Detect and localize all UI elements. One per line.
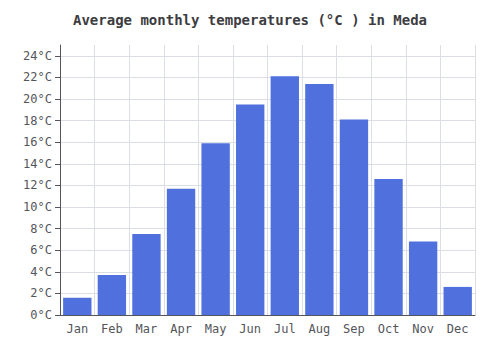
svg-text:Jan: Jan — [66, 322, 88, 336]
svg-text:24°C: 24°C — [23, 49, 52, 63]
svg-text:8°C: 8°C — [30, 222, 52, 236]
svg-text:Feb: Feb — [101, 322, 123, 336]
svg-text:Mar: Mar — [136, 322, 158, 336]
svg-text:4°C: 4°C — [30, 265, 52, 279]
svg-text:Dec: Dec — [447, 322, 469, 336]
svg-text:18°C: 18°C — [23, 114, 52, 128]
svg-text:Jul: Jul — [274, 322, 296, 336]
svg-text:22°C: 22°C — [23, 70, 52, 84]
svg-text:16°C: 16°C — [23, 135, 52, 149]
svg-text:Average monthly temperatures (: Average monthly temperatures (°C ) in Me… — [73, 12, 427, 28]
svg-text:20°C: 20°C — [23, 92, 52, 106]
svg-text:Sep: Sep — [343, 322, 365, 336]
svg-text:Jun: Jun — [239, 322, 261, 336]
svg-text:Apr: Apr — [170, 322, 192, 336]
svg-text:Aug: Aug — [309, 322, 331, 336]
svg-text:12°C: 12°C — [23, 178, 52, 192]
svg-text:May: May — [205, 322, 227, 336]
svg-text:10°C: 10°C — [23, 200, 52, 214]
svg-text:0°C: 0°C — [30, 308, 52, 322]
svg-text:Oct: Oct — [378, 322, 400, 336]
svg-text:2°C: 2°C — [30, 286, 52, 300]
svg-text:14°C: 14°C — [23, 157, 52, 171]
svg-text:Nov: Nov — [412, 322, 434, 336]
svg-text:6°C: 6°C — [30, 243, 52, 257]
